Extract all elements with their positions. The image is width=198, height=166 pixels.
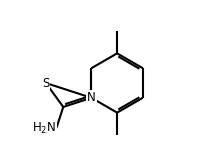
Text: H$_2$N: H$_2$N <box>32 121 56 136</box>
Text: S: S <box>42 77 50 89</box>
Text: N: N <box>87 91 96 104</box>
